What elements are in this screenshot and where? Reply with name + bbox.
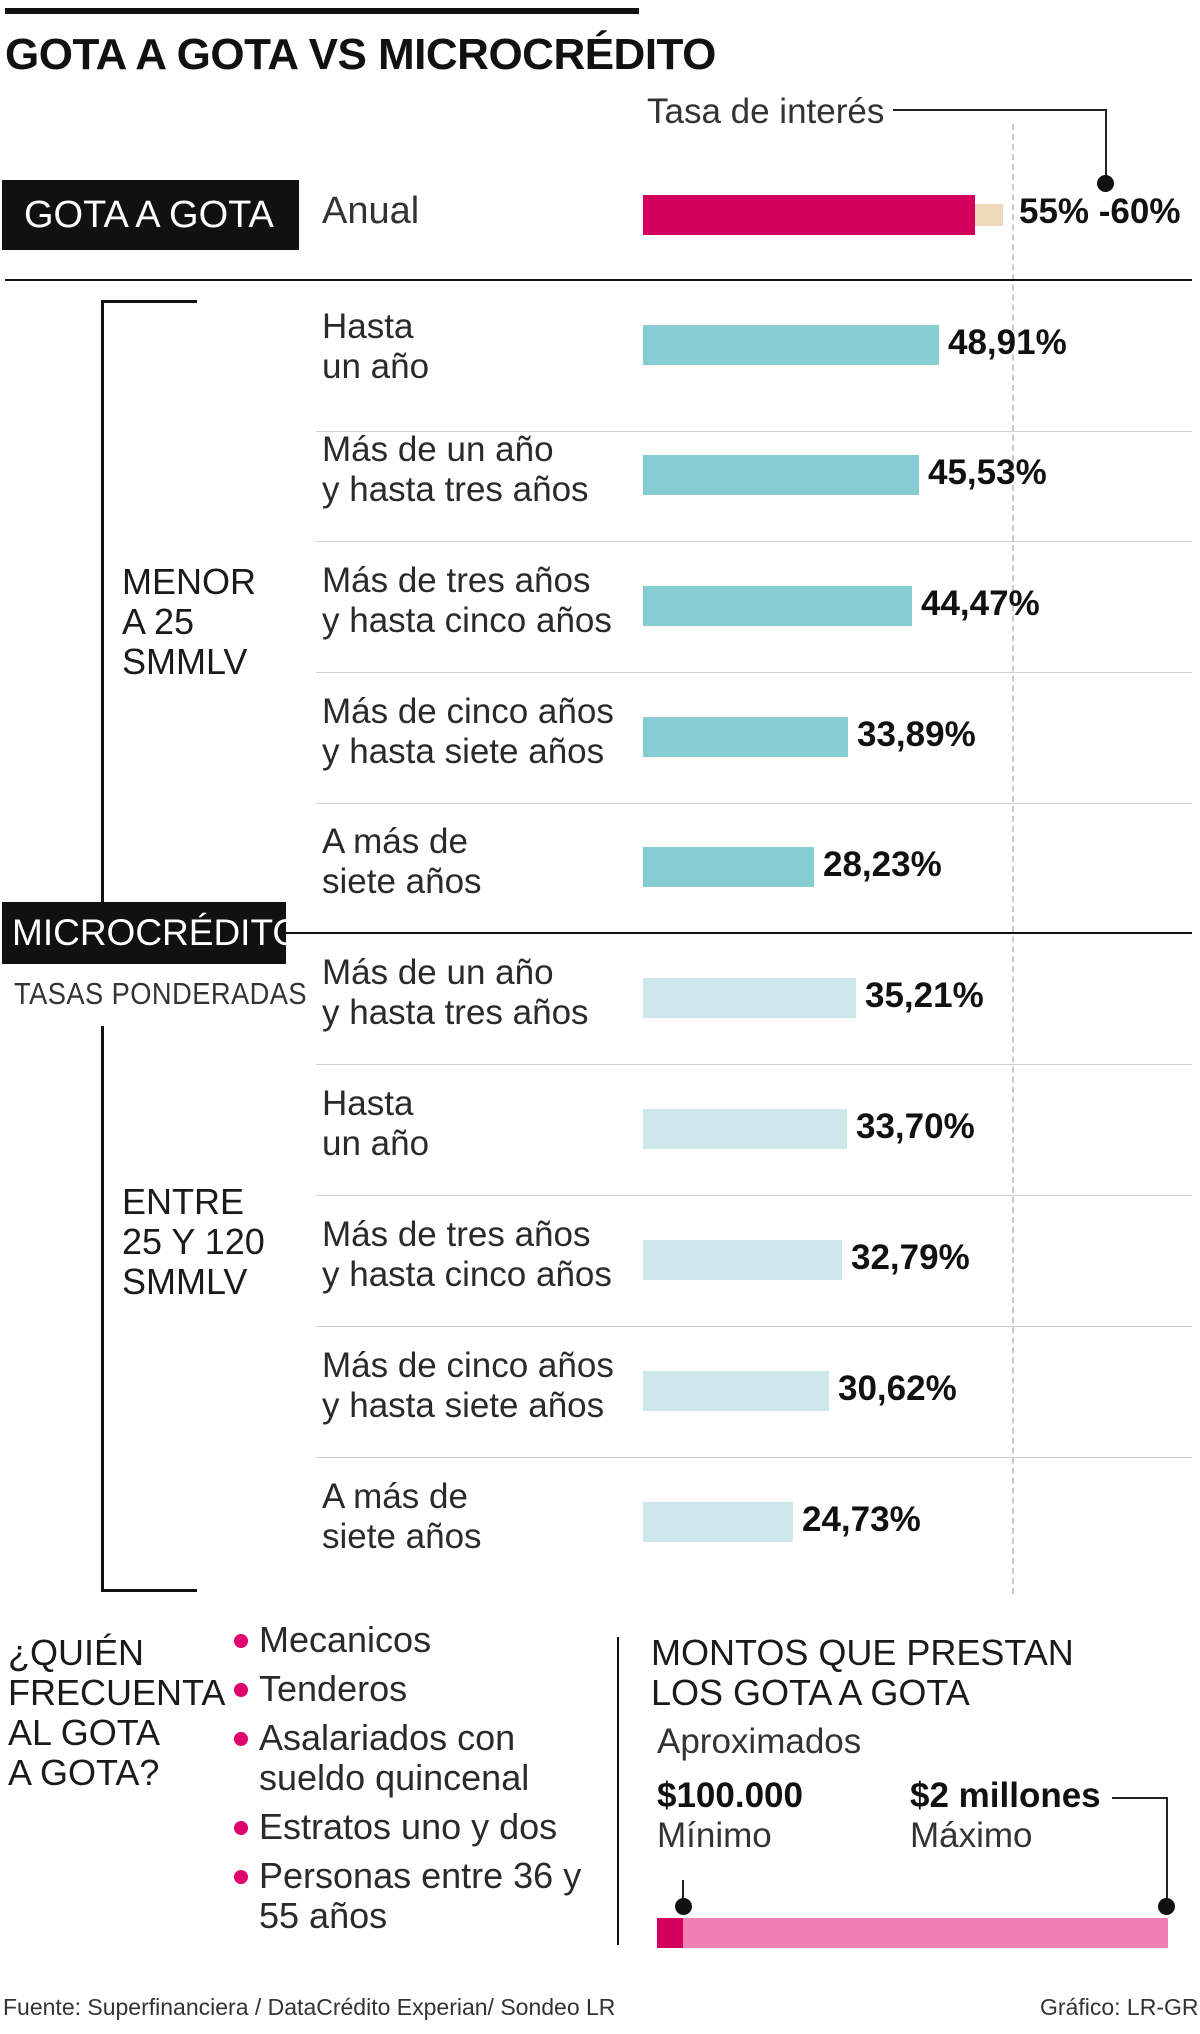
- section-separator-top: [5, 279, 1192, 281]
- bar: [643, 455, 919, 495]
- row-separator: [316, 431, 1192, 432]
- bar-value-label: 30,62%: [838, 1369, 957, 1408]
- montos-bar-start: [657, 1918, 683, 1948]
- row-label: Más de un año y hasta tres años: [322, 953, 589, 1032]
- gota-row-label: Anual: [322, 190, 420, 232]
- bar: [643, 717, 848, 757]
- group2-bracket-bottom: [101, 1589, 197, 1592]
- row-separator: [316, 1326, 1192, 1327]
- bullet-icon: [234, 1732, 248, 1746]
- montos-max-value: $2 millones: [910, 1776, 1101, 1815]
- row-separator: [316, 803, 1192, 804]
- bar: [643, 1240, 842, 1280]
- montos-max-label: Máximo: [910, 1816, 1033, 1855]
- row-label: Más de tres años y hasta cinco años: [322, 1215, 612, 1294]
- gota-bar-extension: [975, 204, 1003, 226]
- row-separator: [316, 1457, 1192, 1458]
- bar-value-label: 45,53%: [928, 453, 1047, 492]
- microcredito-subtag: TASAS PONDERADAS: [14, 976, 308, 1011]
- top-rule: [5, 8, 639, 14]
- montos-title: MONTOS QUE PRESTAN LOS GOTA A GOTA: [651, 1632, 1074, 1713]
- row-label: A más de siete años: [322, 1477, 482, 1556]
- chart-title: GOTA A GOTA VS MICROCRÉDITO: [5, 30, 716, 79]
- montos-bar: [657, 1918, 1168, 1948]
- bar: [643, 1502, 793, 1542]
- row-separator: [316, 672, 1192, 673]
- row-label: Más de cinco años y hasta siete años: [322, 1346, 614, 1425]
- montos-min-label: Mínimo: [657, 1816, 772, 1855]
- who-title: ¿QUIÉN FRECUENTA AL GOTA A GOTA?: [8, 1632, 226, 1793]
- footer-source: Fuente: Superfinanciera / DataCrédito Ex…: [3, 1994, 616, 2020]
- bar: [643, 1371, 829, 1411]
- montos-min-dot: [675, 1898, 692, 1915]
- bullet-icon: [234, 1634, 248, 1648]
- group1-bracket-top: [101, 300, 197, 303]
- bar-value-label: 28,23%: [823, 845, 942, 884]
- reference-dashed-line: [1012, 124, 1014, 1594]
- montos-subtitle: Aproximados: [657, 1722, 862, 1761]
- bullet-icon: [234, 1683, 248, 1697]
- montos-min-leader-vertical: [682, 1880, 684, 1905]
- montos-max-dot: [1158, 1898, 1175, 1915]
- row-label: Más de cinco años y hasta siete años: [322, 692, 614, 771]
- microcredito-tag: MICROCRÉDITO: [2, 902, 301, 964]
- group1-bracket-vertical: [101, 300, 104, 902]
- bar-value-label: 44,47%: [921, 584, 1040, 623]
- montos-max-leader: [1112, 1797, 1168, 1799]
- axis-leader-dot: [1097, 175, 1114, 192]
- vertical-separator: [617, 1637, 619, 1945]
- axis-label: Tasa de interés: [647, 92, 885, 131]
- row-label: Hasta un año: [322, 1084, 430, 1163]
- group2-label: ENTRE 25 Y 120 SMMLV: [122, 1181, 265, 1302]
- axis-leader-line: [893, 109, 1107, 111]
- bar-value-label: 35,21%: [865, 976, 984, 1015]
- row-separator: [316, 541, 1192, 542]
- bar-value-label: 33,70%: [856, 1107, 975, 1146]
- row-label: A más de siete años: [322, 822, 482, 901]
- montos-min-value: $100.000: [657, 1776, 803, 1815]
- axis-leader-line-vertical: [1105, 109, 1107, 184]
- section-separator-middle: [286, 932, 1192, 934]
- bullet-icon: [234, 1870, 248, 1884]
- row-label: Hasta un año: [322, 307, 430, 386]
- bar: [643, 586, 912, 626]
- row-label: Más de un año y hasta tres años: [322, 430, 589, 509]
- group1-label: MENOR A 25 SMMLV: [122, 561, 256, 682]
- bullet-icon: [234, 1821, 248, 1835]
- row-separator: [316, 1064, 1192, 1065]
- bar: [643, 1109, 847, 1149]
- bar: [643, 847, 814, 887]
- gota-bar-main: [643, 195, 975, 235]
- montos-max-leader-vertical: [1166, 1797, 1168, 1905]
- footer-credit: Gráfico: LR-GR: [1040, 1994, 1199, 2020]
- bar: [643, 978, 856, 1018]
- bar: [643, 325, 939, 365]
- bar-value-label: 32,79%: [851, 1238, 970, 1277]
- bar-value-label: 48,91%: [948, 323, 1067, 362]
- gota-a-gota-tag: GOTA A GOTA: [2, 180, 299, 250]
- bar-value-label: 24,73%: [802, 1500, 921, 1539]
- gota-range-label: 55% -60%: [1019, 192, 1181, 231]
- group2-bracket-vertical: [101, 1026, 104, 1591]
- row-separator: [316, 1195, 1192, 1196]
- bar-value-label: 33,89%: [857, 715, 976, 754]
- row-label: Más de tres años y hasta cinco años: [322, 561, 612, 640]
